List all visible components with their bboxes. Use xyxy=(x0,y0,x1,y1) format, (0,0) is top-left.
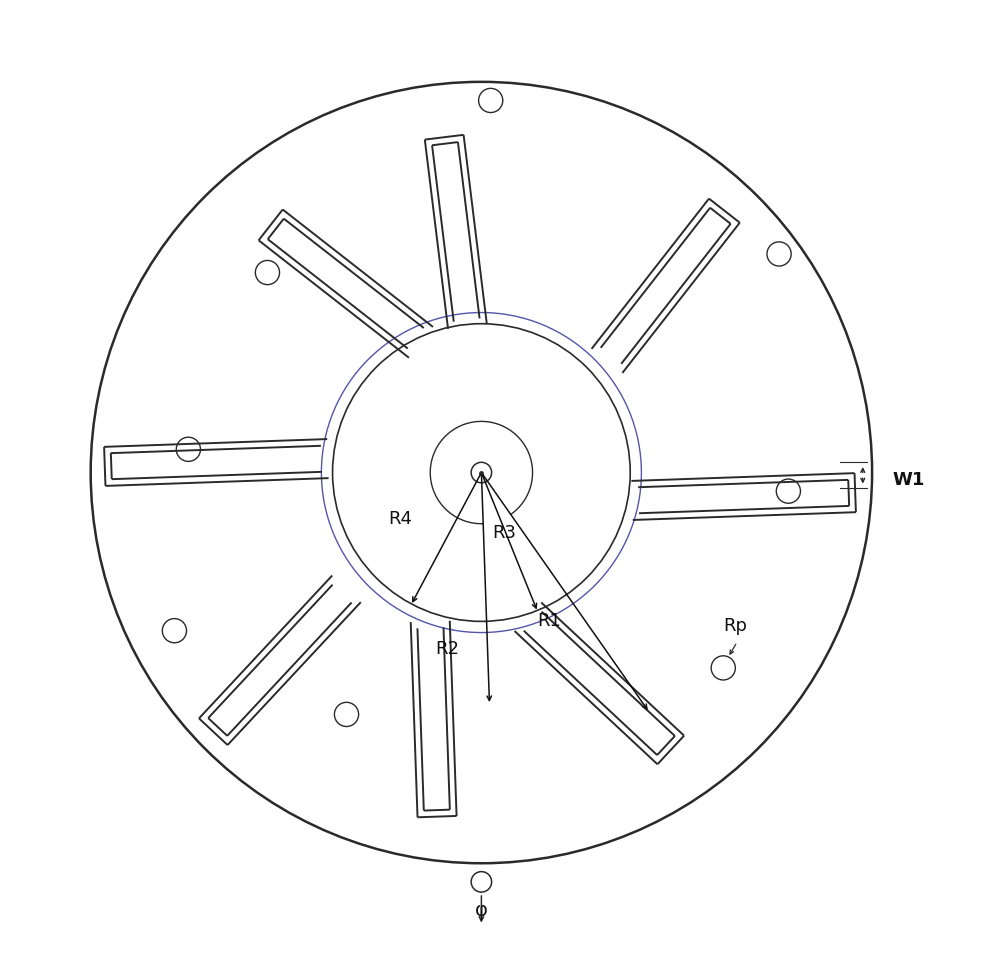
Text: R2: R2 xyxy=(435,640,459,658)
Text: R1: R1 xyxy=(537,612,561,631)
Text: W1: W1 xyxy=(893,471,925,488)
Text: φ: φ xyxy=(475,901,488,920)
Text: Rp: Rp xyxy=(723,617,747,634)
Text: R4: R4 xyxy=(388,510,412,527)
Text: R3: R3 xyxy=(493,523,517,542)
